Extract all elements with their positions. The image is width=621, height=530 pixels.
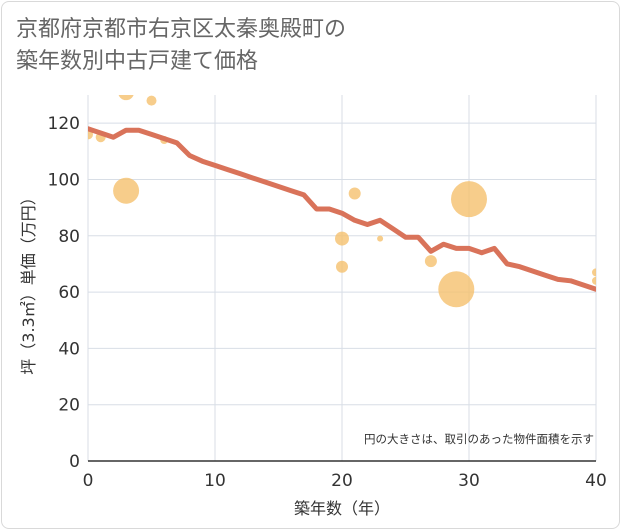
bubble-point [336,260,348,273]
chart-title: 京都府京都市右京区太秦奥殿町の 築年数別中古戸建て価格 [16,14,346,78]
y-axis-title: 坪（3.3㎡）単価（万円） [19,189,38,374]
x-tick-label: 0 [83,471,94,491]
bubble-point [146,95,157,106]
bubble-point [377,235,384,242]
x-tick-label: 30 [458,471,480,491]
bubble-size-note: 円の大きさは、取引のあった物件面積を示す [364,432,594,446]
bubble-point [592,276,596,285]
bubble-point [118,95,134,101]
x-tick-label: 20 [331,471,353,491]
y-tick-label: 120 [48,114,80,134]
grid [87,95,597,462]
y-axis-ticks: 0 20 40 60 80 100 120 [48,114,80,472]
y-tick-label: 40 [58,339,80,359]
x-tick-label: 10 [204,471,226,491]
y-tick-label: 20 [58,396,80,416]
bubble-point [424,255,437,268]
bubble-point [438,271,475,308]
bubble-point [592,268,596,277]
chart-title-line-1: 京都府京都市右京区太秦奥殿町の [16,17,347,42]
bubble-point [335,231,349,246]
y-tick-label: 80 [58,227,80,247]
y-tick-label: 60 [58,283,80,303]
trend-line-series [88,126,596,292]
chart-title-line-2: 築年数別中古戸建て価格 [16,49,259,74]
bubble-point [113,177,140,204]
average-price-trend-line [88,126,596,292]
bubble-point [451,181,487,218]
y-tick-label: 100 [48,170,80,190]
bubble-point [348,187,361,200]
x-tick-label: 40 [585,471,607,491]
x-axis-ticks: 0 10 20 30 40 [83,471,607,491]
x-axis-title: 築年数（年） [294,499,390,518]
y-tick-label: 0 [69,452,80,472]
